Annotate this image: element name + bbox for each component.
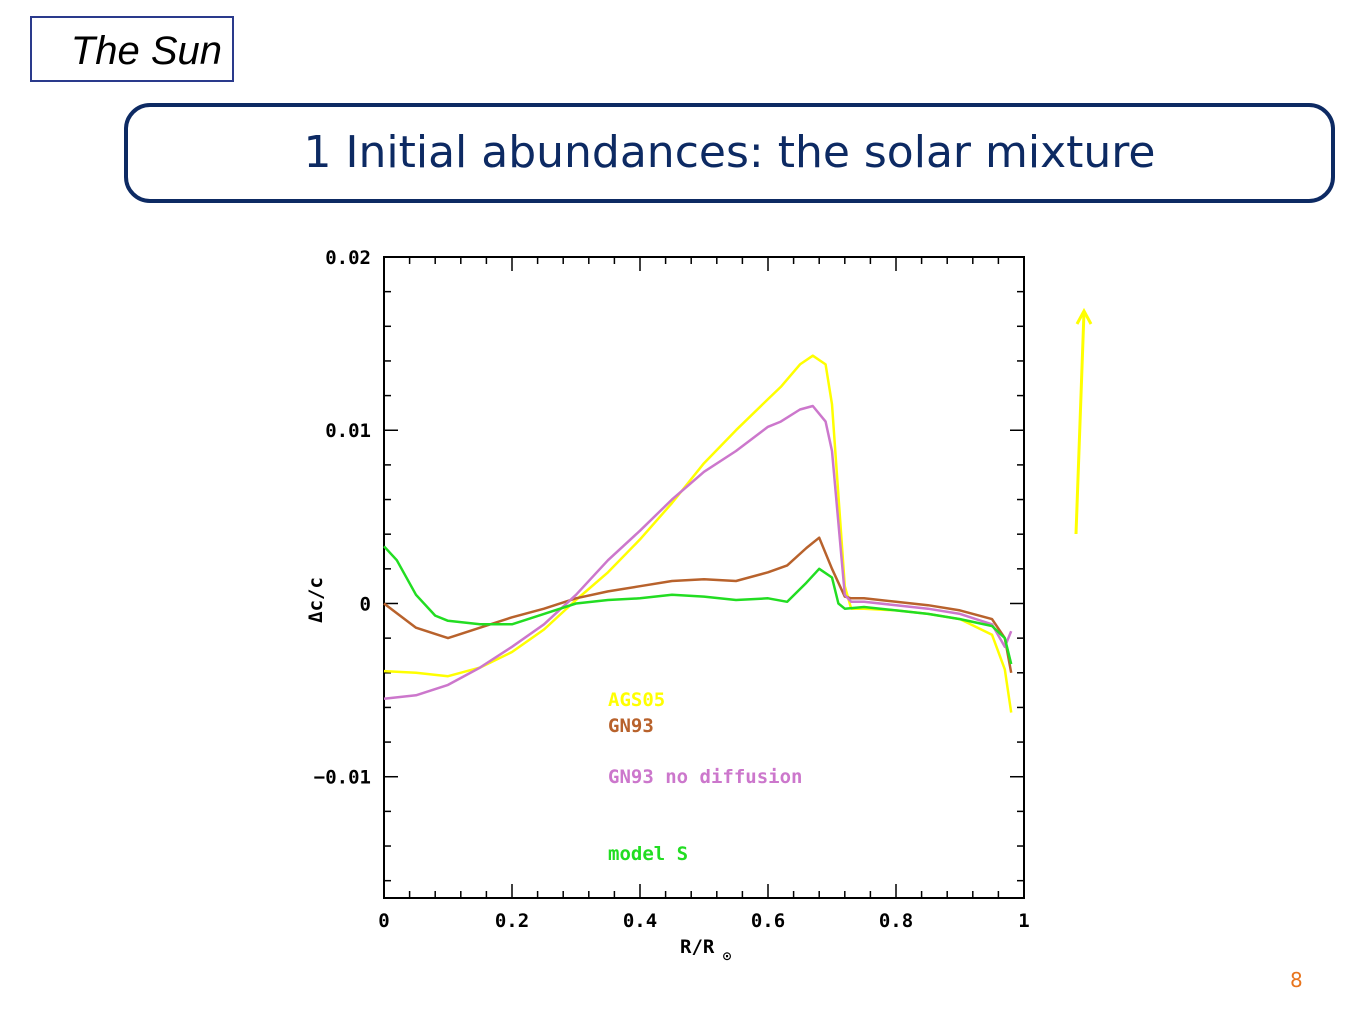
y-tick-label: 0.02	[325, 247, 371, 269]
annotation-arrow-shaft	[1074, 311, 1086, 535]
x-tick-label: 0.8	[879, 910, 913, 932]
series-line	[383, 354, 1013, 713]
x-tick-label: 0.2	[495, 910, 529, 932]
x-tick-label: 0.4	[623, 910, 657, 932]
legend-entry: model S	[608, 843, 688, 865]
y-axis-label: Δc/c	[305, 577, 327, 623]
section-tag-label: The Sun	[70, 29, 222, 73]
y-tick-label: −0.01	[314, 767, 371, 789]
x-tick-label: 0	[378, 910, 389, 932]
annotation-arrow-head	[1075, 307, 1093, 325]
y-tick-label: 0.01	[325, 420, 371, 442]
page-number: 8	[1290, 968, 1303, 992]
x-tick-label: 0.6	[751, 910, 785, 932]
series-line	[383, 404, 1013, 701]
legend-entry: AGS05	[608, 689, 665, 711]
slide-title-box: 1 Initial abundances: the solar mixture	[124, 103, 1335, 203]
y-tick-label: 0	[360, 593, 371, 615]
x-tick-label: 1	[1018, 910, 1029, 932]
x-axis-label: R/R	[680, 936, 715, 958]
slide-title: 1 Initial abundances: the solar mixture	[303, 127, 1156, 178]
legend-entry: GN93	[608, 715, 654, 737]
series-line	[383, 536, 1013, 674]
x-axis-label-subscript: ⊙	[722, 949, 732, 963]
series-line	[383, 545, 1013, 665]
legend-entry: GN93 no diffusion	[608, 766, 802, 788]
section-tag: The Sun	[30, 16, 234, 82]
plot-frame	[383, 256, 1025, 899]
